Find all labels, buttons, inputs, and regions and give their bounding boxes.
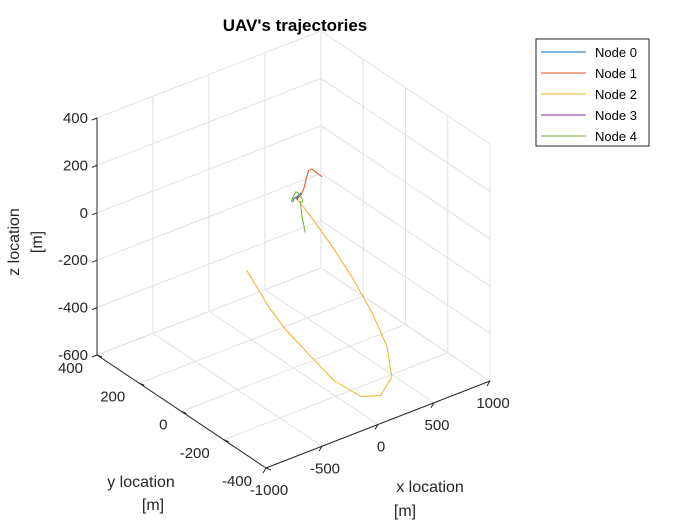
gridline-wally-z-2	[96, 172, 322, 261]
z-tick-label-0: -600	[58, 347, 88, 364]
gridline-floor-y-2	[181, 324, 406, 412]
x-tick-label-3: 500	[424, 417, 449, 434]
legend-label-node-1: Node 1	[595, 66, 637, 81]
z-tick-label-1: -400	[58, 300, 88, 317]
gridline-wallx-z-2	[320, 172, 491, 287]
x-tick-label-0: -1000	[250, 482, 288, 499]
z-tick-label-3: 0	[80, 205, 88, 222]
y-tick-1	[223, 439, 229, 443]
x-tick-label-4: 1000	[476, 395, 509, 412]
gridline-wally-z-4	[96, 77, 322, 166]
gridline-floor-y-3	[139, 295, 364, 384]
legend-label-node-0: Node 0	[595, 45, 637, 60]
gridline-wally-z-1	[96, 220, 322, 309]
grid-layer	[96, 30, 491, 469]
gridline-wallx-z-4	[320, 77, 491, 192]
z-axis-label-line1: z location	[6, 208, 23, 276]
y-tick-2	[181, 411, 187, 414]
legend-label-node-3: Node 3	[595, 108, 637, 123]
z-tick-0	[91, 354, 98, 358]
z-tick-label-2: -200	[58, 252, 88, 269]
legend-box	[535, 38, 650, 147]
x-axis-label-line2: [m]	[394, 503, 416, 520]
x-tick-4	[486, 380, 491, 387]
gridline-wally-z-3	[96, 125, 322, 214]
y-axis-label-line2: [m]	[142, 497, 164, 514]
z-tick-3	[91, 212, 98, 216]
legend-label-node-2: Node 2	[595, 87, 637, 102]
legend: Node 0 Node 1 Node 2 Node 3 Node 4	[535, 38, 650, 147]
legend-label-node-4: Node 4	[595, 129, 637, 144]
y-tick-label-1: -200	[180, 445, 210, 462]
y-tick-label-4: 400	[58, 360, 83, 377]
series-line-node-4	[291, 191, 306, 233]
y-axis-label-line1: y location	[107, 474, 175, 491]
axes-box	[96, 118, 491, 469]
y-tick-0	[265, 467, 272, 471]
x-tick-label-2: 0	[377, 439, 385, 456]
y-tick-label-0: -400	[222, 473, 252, 490]
gridline-wallx-z-5	[320, 30, 491, 145]
x-tick-2	[374, 424, 379, 430]
series-line-node-2	[246, 197, 393, 397]
x-tick-3	[430, 402, 435, 409]
z-tick-label-5: 400	[63, 110, 88, 127]
z-axis-label: z location	[6, 208, 23, 276]
gridline-floor-y-1	[223, 352, 448, 441]
series-line-node-3	[296, 195, 298, 201]
z-axis-label-unit: [m]	[29, 231, 46, 253]
x-tick-label-1: -500	[310, 460, 340, 477]
gridline-wallx-z-0	[320, 267, 491, 382]
x-tick-1	[318, 445, 323, 452]
z-tick-4	[91, 164, 98, 168]
gridline-wallx-z-3	[320, 125, 491, 240]
z-tick-2	[91, 259, 98, 263]
chart-title: UAV's trajectories	[223, 16, 368, 35]
y-tick-3	[139, 382, 145, 386]
gridline-wally-z-5	[96, 30, 322, 119]
y-tick-label-3: 200	[100, 388, 125, 405]
gridline-wally-z-0	[96, 267, 322, 356]
z-tick-1	[91, 307, 98, 311]
y-tick-4	[96, 354, 103, 358]
y-tick-label-2: 0	[159, 417, 167, 434]
series-layer	[246, 168, 393, 397]
x-axis-label-line1: x location	[396, 479, 464, 496]
z-tick-label-4: 200	[63, 157, 88, 174]
x-tick-0	[262, 467, 267, 474]
z-tick-5	[91, 117, 98, 121]
tick-labels: -1000-50005001000-400-2000200400-600-400…	[58, 110, 510, 499]
gridline-wallx-z-1	[320, 220, 491, 335]
z-axis-label-line2: [m]	[29, 231, 46, 253]
series-line-node-1	[297, 168, 323, 199]
